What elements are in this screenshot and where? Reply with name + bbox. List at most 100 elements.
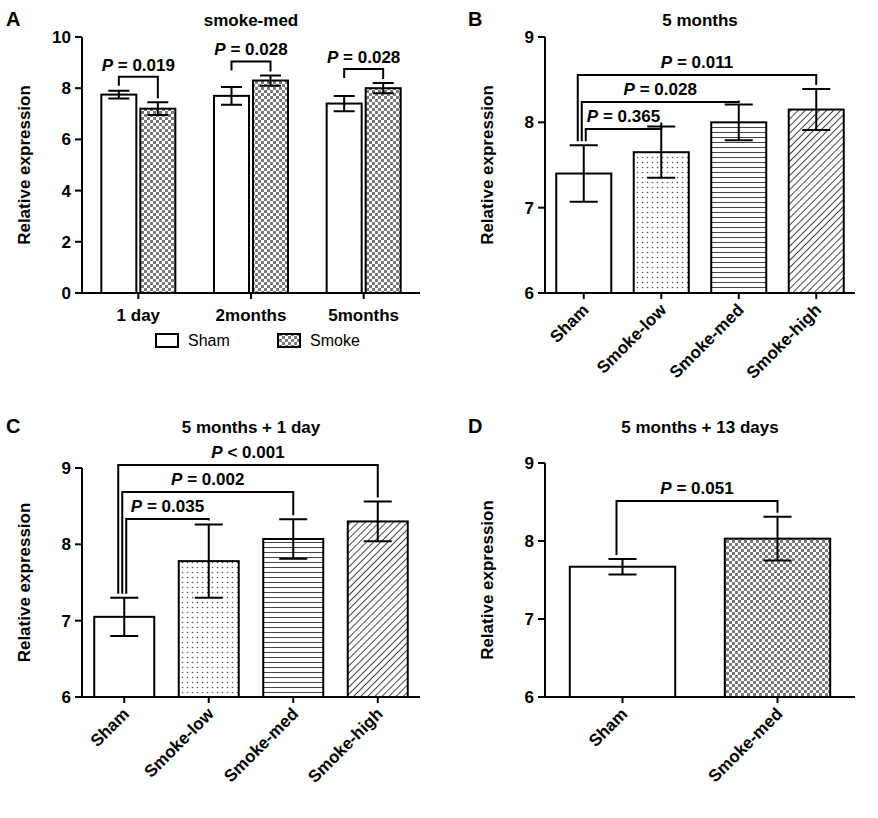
y-tick-label: 9 <box>525 454 534 473</box>
plot-area <box>101 75 400 293</box>
comparison-bracket <box>578 75 817 141</box>
bar <box>789 110 844 293</box>
bar <box>711 122 766 293</box>
y-tick <box>75 36 82 38</box>
x-tick-label: Smoke-med <box>220 704 302 786</box>
y-tick-label: 9 <box>525 28 534 47</box>
y-tick-label: 7 <box>525 610 534 629</box>
bar <box>263 539 323 697</box>
y-tick <box>75 696 82 698</box>
legend-swatch <box>278 334 300 347</box>
bar <box>327 104 362 293</box>
comparison-bracket <box>126 519 209 594</box>
y-tick-label: 8 <box>525 113 534 132</box>
x-tick <box>292 697 294 703</box>
error-bar <box>260 75 281 85</box>
x-tick <box>208 697 210 703</box>
comparison-bracket <box>582 100 739 141</box>
p-value-label: P = 0.002 <box>171 470 244 489</box>
bar <box>348 521 408 697</box>
p-value-label: P < 0.001 <box>211 443 284 462</box>
bar <box>570 567 675 697</box>
title: 5 months <box>662 11 738 30</box>
x-tick <box>738 293 740 299</box>
y-tick-label: 8 <box>62 79 71 98</box>
y-tick <box>538 618 545 620</box>
p-value-label: P = 0.028 <box>327 48 400 67</box>
y-axis <box>544 463 546 697</box>
y-tick <box>538 207 545 209</box>
error-bar <box>334 96 355 111</box>
p-value-label: P = 0.365 <box>587 107 660 126</box>
p-value-label: P = 0.028 <box>214 40 287 59</box>
bar <box>725 539 830 697</box>
bar <box>140 109 175 293</box>
plot-area <box>570 517 830 697</box>
y-axis <box>544 37 546 293</box>
error-bar <box>570 145 598 201</box>
panel-letter: B <box>468 8 482 30</box>
error-bar <box>108 91 129 99</box>
bar <box>253 81 288 293</box>
y-tick-label: 7 <box>525 199 534 218</box>
plot-area <box>94 502 407 697</box>
comparison-bracket <box>119 77 158 99</box>
y-tick-label: 8 <box>62 535 71 554</box>
figure: Asmoke-medRelative expression02468101 da… <box>0 0 878 818</box>
error-bar <box>279 519 307 559</box>
title: smoke-med <box>204 11 298 30</box>
comparison-bracket <box>118 465 378 594</box>
x-tick-label: Sham <box>87 704 133 750</box>
y-tick-label: 9 <box>62 459 71 478</box>
y-tick <box>75 138 82 140</box>
p-value-label: P = 0.051 <box>660 479 733 498</box>
x-axis <box>545 696 855 698</box>
x-tick <box>777 697 779 703</box>
x-axis <box>82 696 420 698</box>
y-tick-label: 4 <box>62 182 72 201</box>
error-bar <box>647 127 675 178</box>
y-tick-label: 6 <box>62 688 71 707</box>
error-bar <box>195 524 223 597</box>
x-tick <box>660 293 662 299</box>
comparison-bracket <box>232 61 271 71</box>
y-tick-label: 7 <box>62 612 71 631</box>
y-axis-label: Relative expression <box>478 85 497 245</box>
error-bar <box>802 89 830 130</box>
panel: C5 months + 1 dayRelative expression6789… <box>6 415 420 787</box>
y-tick-label: 2 <box>62 233 71 252</box>
comparison-bracket <box>617 501 778 555</box>
y-tick <box>538 121 545 123</box>
y-tick-label: 6 <box>525 688 534 707</box>
plot-area <box>556 89 844 293</box>
y-tick <box>75 620 82 622</box>
title: 5 months + 1 day <box>182 418 321 437</box>
x-tick-label: Smoke-med <box>666 300 748 382</box>
x-tick-label: Sham <box>546 300 592 346</box>
x-tick-label: 1 day <box>117 306 161 325</box>
panel-letter: D <box>468 415 482 437</box>
x-tick-label: Smoke-high <box>743 300 825 382</box>
y-tick <box>538 292 545 294</box>
x-tick-label: 2months <box>216 306 287 325</box>
x-tick-label: Sham <box>585 704 631 750</box>
x-tick <box>815 293 817 299</box>
x-tick <box>137 293 139 299</box>
x-tick-label: 5months <box>328 306 399 325</box>
y-tick-label: 6 <box>525 284 534 303</box>
error-bar <box>609 559 637 575</box>
y-tick <box>75 292 82 294</box>
comparison-bracket <box>344 69 383 79</box>
x-tick-label: Smoke-low <box>593 300 670 377</box>
error-bar <box>110 598 138 636</box>
bar <box>366 88 401 293</box>
panel-letter: A <box>6 8 20 30</box>
p-value-label: P = 0.019 <box>102 56 175 75</box>
y-axis-label: Relative expression <box>15 503 34 663</box>
y-tick <box>75 87 82 89</box>
y-tick <box>75 467 82 469</box>
x-tick-label: Smoke-high <box>304 704 386 786</box>
y-tick <box>75 190 82 192</box>
y-tick-label: 10 <box>52 28 71 47</box>
panel: D5 months + 13 daysRelative expression67… <box>468 415 855 786</box>
